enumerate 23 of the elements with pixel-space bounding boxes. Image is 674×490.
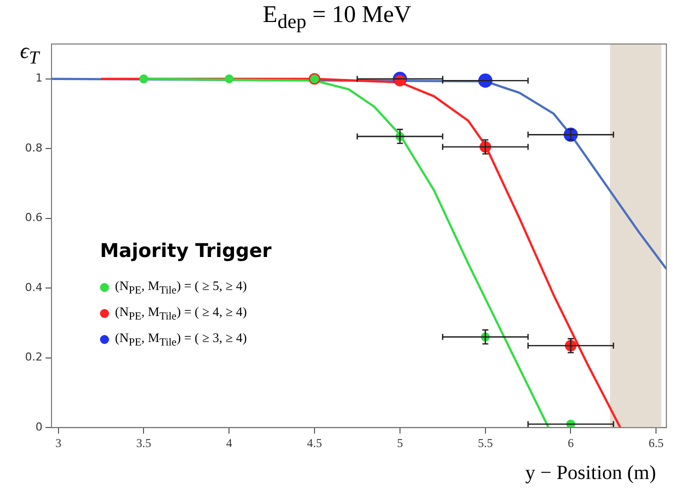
x-tick-label: 4.5: [307, 436, 322, 450]
y-tick-label: 0: [35, 420, 42, 434]
x-tick-label: 5.5: [478, 436, 493, 450]
y-tick-label: 0.2: [24, 350, 42, 364]
x-tick-label: 4: [226, 436, 232, 450]
chart-title: E$_{dep}$ = 10 MeV: [262, 2, 412, 34]
x-tick-label: 6: [568, 436, 574, 450]
point: [139, 74, 148, 84]
legend-title: Majority Trigger: [100, 240, 272, 262]
y-tick-label: 1: [35, 72, 42, 85]
y-tick-label: 0.4: [24, 280, 42, 294]
legend-label: (N$_{PE}$, M$_{Tile}$) = ( ≥ 5, ≥ 4): [115, 278, 247, 296]
legend-label: (N$_{PE}$, M$_{Tile}$) = ( ≥ 4, ≥ 4): [115, 304, 247, 322]
y-axis-title: ϵ$_{T}$: [20, 38, 40, 68]
x-tick-label: 5: [396, 436, 403, 450]
point: [224, 74, 234, 84]
legend-label: (N$_{PE}$, M$_{Tile}$) = ( ≥ 3, ≥ 4): [115, 330, 247, 348]
x-tick-label: 3: [55, 436, 62, 450]
x-tick-label: 3.5: [136, 436, 152, 450]
y-tick-label: 0.6: [24, 211, 42, 224]
x-axis-title: y − Position (m): [525, 462, 656, 485]
y-tick-label: 0.8: [24, 141, 42, 154]
x-tick-label: 6.5: [648, 436, 664, 450]
